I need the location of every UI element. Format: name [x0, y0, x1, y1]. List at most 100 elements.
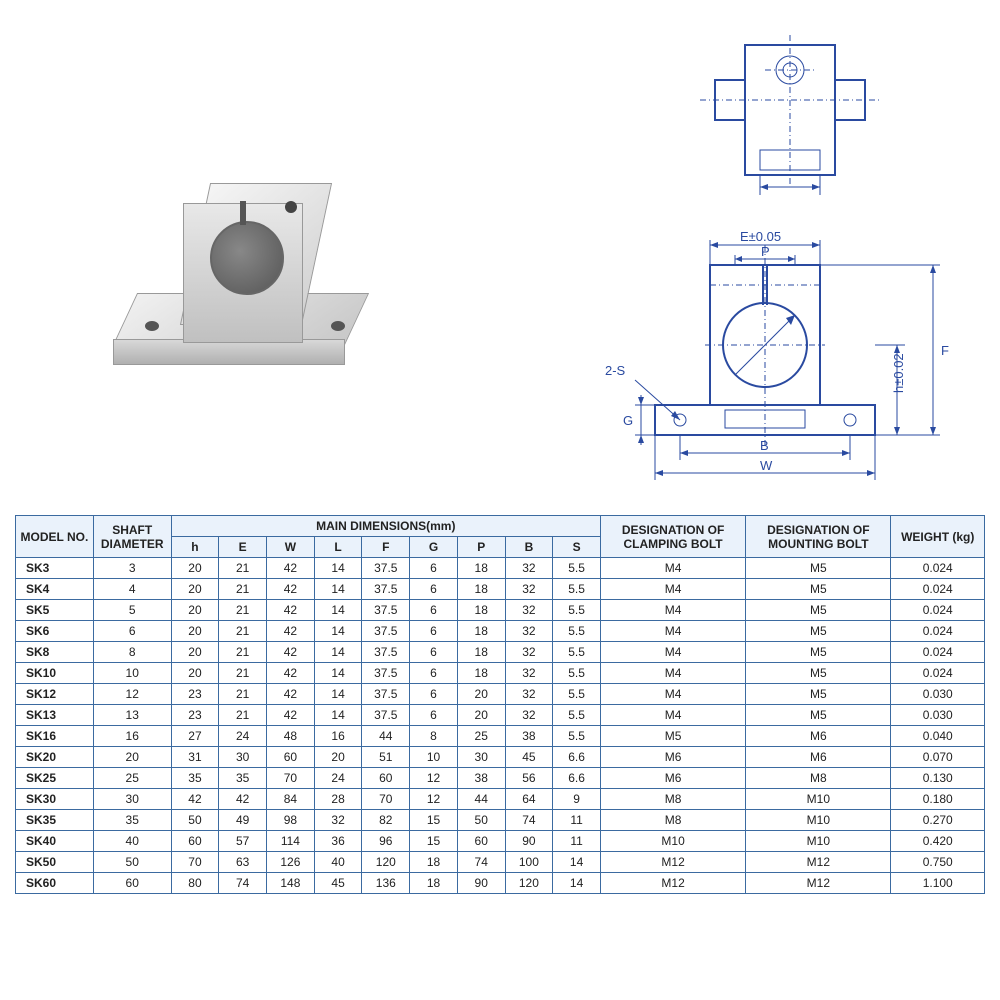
cell-clamp: M5	[600, 726, 745, 747]
cell-dim-G: 12	[410, 768, 458, 789]
cell-wt: 0.270	[891, 810, 985, 831]
cell-dim-P: 20	[457, 705, 505, 726]
cell-dim-h: 31	[171, 747, 219, 768]
table-row: SK13132321421437.5620325.5M4M50.030	[16, 705, 985, 726]
cell-dim-W: 126	[267, 852, 315, 873]
cell-mount: M12	[746, 852, 891, 873]
technical-drawings: E±0.05 P 2-S	[585, 15, 985, 495]
table-row: SK252535357024601238566.6M6M80.130	[16, 768, 985, 789]
cell-model: SK60	[16, 873, 94, 894]
table-row: SK332021421437.5618325.5M4M50.024	[16, 558, 985, 579]
table-row: SK202031306020511030456.6M6M60.070	[16, 747, 985, 768]
cell-dim-E: 21	[219, 558, 267, 579]
cell-dim-E: 74	[219, 873, 267, 894]
table-row: SK5050706312640120187410014M12M120.750	[16, 852, 985, 873]
cell-model: SK30	[16, 789, 94, 810]
cell-dim-P: 18	[457, 621, 505, 642]
cell-dim-F: 60	[362, 768, 410, 789]
cell-dim-B: 32	[505, 705, 553, 726]
cell-dim-B: 45	[505, 747, 553, 768]
cell-dim-P: 20	[457, 684, 505, 705]
cell-dim-B: 32	[505, 558, 553, 579]
cell-dim-G: 10	[410, 747, 458, 768]
cell-dim-B: 32	[505, 579, 553, 600]
cell-dim-B: 56	[505, 768, 553, 789]
cell-dim-B: 32	[505, 684, 553, 705]
cell-shaft: 35	[93, 810, 171, 831]
cell-model: SK8	[16, 642, 94, 663]
cell-dim-P: 60	[457, 831, 505, 852]
cell-dim-P: 18	[457, 600, 505, 621]
cell-mount: M6	[746, 726, 891, 747]
cell-dim-P: 18	[457, 579, 505, 600]
table-row: SK662021421437.5618325.5M4M50.024	[16, 621, 985, 642]
cell-dim-L: 14	[314, 600, 362, 621]
table-row: SK10102021421437.5618325.5M4M50.024	[16, 663, 985, 684]
cell-dim-B: 64	[505, 789, 553, 810]
cell-clamp: M4	[600, 663, 745, 684]
cell-mount: M6	[746, 747, 891, 768]
cell-dim-E: 24	[219, 726, 267, 747]
header-dim-h: h	[171, 537, 219, 558]
cell-wt: 0.024	[891, 579, 985, 600]
dimensions-table: MODEL NO. SHAFT DIAMETER MAIN DIMENSIONS…	[15, 515, 985, 894]
cell-dim-S: 11	[553, 810, 601, 831]
cell-dim-B: 32	[505, 600, 553, 621]
cell-dim-S: 9	[553, 789, 601, 810]
cell-model: SK20	[16, 747, 94, 768]
dim-w-label: W	[760, 458, 773, 473]
cell-dim-E: 21	[219, 705, 267, 726]
cell-clamp: M8	[600, 810, 745, 831]
cell-dim-W: 42	[267, 642, 315, 663]
cell-dim-h: 60	[171, 831, 219, 852]
cell-dim-F: 51	[362, 747, 410, 768]
cell-clamp: M4	[600, 705, 745, 726]
cell-dim-W: 60	[267, 747, 315, 768]
cell-dim-F: 120	[362, 852, 410, 873]
cell-dim-h: 27	[171, 726, 219, 747]
cell-model: SK4	[16, 579, 94, 600]
cell-dim-E: 21	[219, 642, 267, 663]
cell-dim-B: 120	[505, 873, 553, 894]
cell-clamp: M4	[600, 642, 745, 663]
cell-dim-F: 96	[362, 831, 410, 852]
cell-mount: M5	[746, 642, 891, 663]
cell-dim-E: 49	[219, 810, 267, 831]
cell-dim-P: 25	[457, 726, 505, 747]
cell-dim-h: 50	[171, 810, 219, 831]
cell-shaft: 40	[93, 831, 171, 852]
table-row: SK552021421437.5618325.5M4M50.024	[16, 600, 985, 621]
cell-dim-F: 70	[362, 789, 410, 810]
table-row: SK12122321421437.5620325.5M4M50.030	[16, 684, 985, 705]
header-dim-F: F	[362, 537, 410, 558]
cell-dim-F: 37.5	[362, 663, 410, 684]
cell-dim-G: 15	[410, 810, 458, 831]
cell-dim-P: 44	[457, 789, 505, 810]
cell-shaft: 60	[93, 873, 171, 894]
cell-dim-S: 14	[553, 852, 601, 873]
cell-dim-F: 82	[362, 810, 410, 831]
cell-dim-h: 42	[171, 789, 219, 810]
cell-dim-P: 38	[457, 768, 505, 789]
cell-shaft: 20	[93, 747, 171, 768]
header-dim-P: P	[457, 537, 505, 558]
cell-clamp: M6	[600, 768, 745, 789]
cell-dim-L: 14	[314, 684, 362, 705]
cell-dim-L: 14	[314, 663, 362, 684]
cell-clamp: M4	[600, 558, 745, 579]
cell-model: SK12	[16, 684, 94, 705]
cell-dim-S: 5.5	[553, 558, 601, 579]
cell-dim-h: 20	[171, 642, 219, 663]
cell-model: SK40	[16, 831, 94, 852]
cell-model: SK25	[16, 768, 94, 789]
cell-dim-B: 32	[505, 642, 553, 663]
cell-shaft: 6	[93, 621, 171, 642]
cell-dim-G: 6	[410, 705, 458, 726]
cell-dim-S: 5.5	[553, 705, 601, 726]
dim-f-label: F	[941, 343, 949, 358]
cell-dim-S: 5.5	[553, 684, 601, 705]
cell-model: SK10	[16, 663, 94, 684]
cell-model: SK13	[16, 705, 94, 726]
cell-wt: 0.040	[891, 726, 985, 747]
dim-e-label: E±0.05	[740, 229, 781, 244]
